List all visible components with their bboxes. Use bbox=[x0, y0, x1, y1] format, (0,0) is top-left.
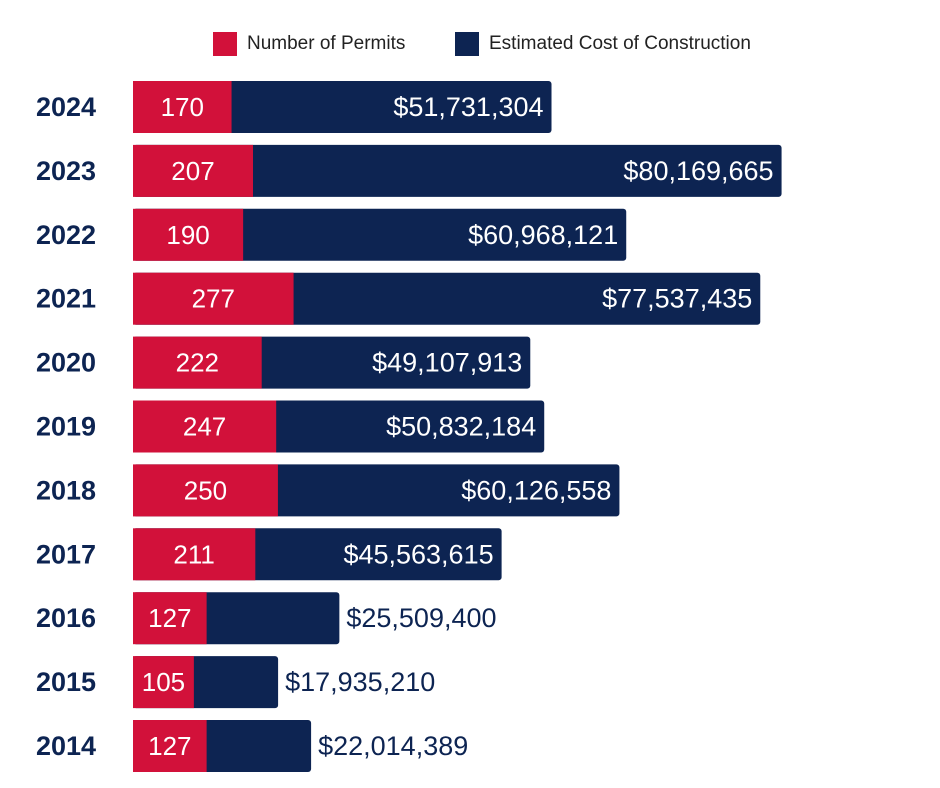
cost-value-label-2021: $77,537,435 bbox=[602, 284, 752, 314]
year-label-2019: 2019 bbox=[36, 412, 96, 442]
permits-bar-2017 bbox=[133, 528, 256, 581]
year-label-2014: 2014 bbox=[36, 731, 96, 761]
year-label-2021: 2021 bbox=[36, 284, 96, 314]
legend-swatch-cost bbox=[455, 32, 479, 56]
permits-bar-2016 bbox=[133, 592, 207, 645]
permits-value-label-2023: 207 bbox=[171, 156, 214, 186]
legend: Number of Permits Estimated Cost of Cons… bbox=[0, 31, 940, 57]
permits-value-label-2015: 105 bbox=[142, 667, 185, 697]
year-label-2024: 2024 bbox=[36, 92, 96, 122]
year-label-2018: 2018 bbox=[36, 475, 96, 505]
permits-value-label-2022: 190 bbox=[166, 220, 209, 250]
permits-bar-2019 bbox=[133, 400, 277, 453]
permits-value-label-2017: 211 bbox=[173, 539, 214, 569]
cost-value-label-2020: $49,107,913 bbox=[372, 348, 522, 378]
cost-value-label-2023: $80,169,665 bbox=[623, 156, 773, 186]
year-label-2023: 2023 bbox=[36, 156, 96, 186]
permits-value-label-2014: 127 bbox=[148, 731, 191, 761]
cost-value-label-2022: $60,968,121 bbox=[468, 220, 618, 250]
year-label-2015: 2015 bbox=[36, 667, 96, 697]
permits-bar-2018 bbox=[133, 464, 278, 517]
permits-bar-2024 bbox=[133, 81, 232, 133]
permits-value-label-2021: 277 bbox=[192, 284, 235, 314]
permits-bar-2014 bbox=[133, 720, 207, 772]
year-label-2022: 2022 bbox=[36, 220, 96, 250]
year-label-2020: 2020 bbox=[36, 348, 96, 378]
legend-swatch-permits bbox=[213, 32, 237, 56]
legend-item-permits: Number of Permits bbox=[213, 31, 405, 57]
permits-value-label-2020: 222 bbox=[176, 348, 219, 378]
cost-bar-2022 bbox=[133, 208, 627, 261]
cost-value-label-2018: $60,126,558 bbox=[461, 475, 611, 505]
cost-value-label-2019: $50,832,184 bbox=[386, 412, 536, 442]
cost-bar-2024 bbox=[133, 81, 552, 133]
cost-value-label-2024: $51,731,304 bbox=[393, 92, 543, 122]
legend-label-permits: Number of Permits bbox=[247, 33, 406, 54]
legend-item-cost: Estimated Cost of Construction bbox=[455, 31, 751, 57]
year-label-2016: 2016 bbox=[36, 603, 96, 633]
permits-value-label-2019: 247 bbox=[183, 412, 226, 442]
year-label-2017: 2017 bbox=[36, 539, 96, 569]
permits-value-label-2024: 170 bbox=[161, 92, 204, 122]
permits-bar-2015 bbox=[133, 656, 194, 709]
permits-bar-2023 bbox=[133, 144, 253, 197]
permits-value-label-2016: 127 bbox=[148, 603, 191, 633]
cost-value-label-2017: $45,563,615 bbox=[343, 539, 493, 569]
cost-bar-2023 bbox=[133, 144, 782, 197]
permits-bar-2022 bbox=[133, 208, 244, 261]
cost-value-label-2014: $22,014,389 bbox=[318, 731, 468, 761]
permits-bar-2020 bbox=[133, 336, 262, 389]
legend-label-cost: Estimated Cost of Construction bbox=[489, 33, 751, 54]
permits-value-label-2018: 250 bbox=[184, 475, 227, 505]
cost-value-label-2015: $17,935,210 bbox=[285, 667, 435, 697]
cost-value-label-2016: $25,509,400 bbox=[346, 603, 496, 633]
permits-bar-2021 bbox=[133, 272, 294, 325]
